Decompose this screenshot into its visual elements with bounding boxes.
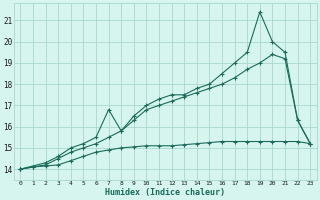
X-axis label: Humidex (Indice chaleur): Humidex (Indice chaleur) [105,188,225,197]
